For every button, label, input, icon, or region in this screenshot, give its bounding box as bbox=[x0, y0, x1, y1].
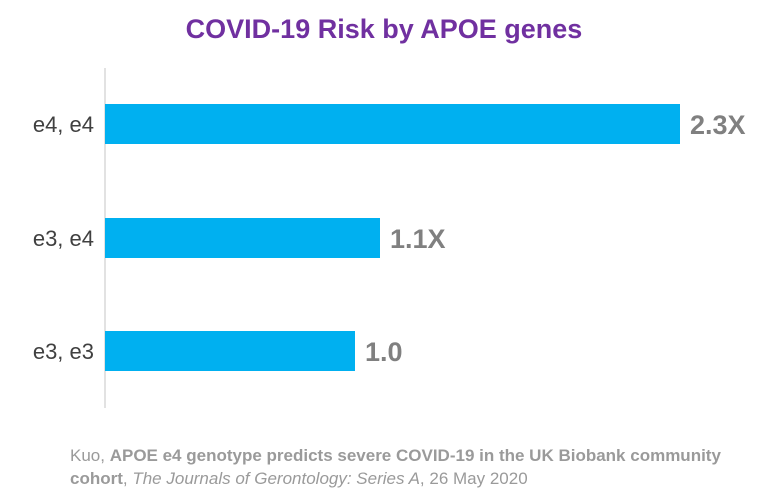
citation-separator: , bbox=[122, 469, 133, 488]
bar bbox=[105, 331, 355, 371]
citation-date: , 26 May 2020 bbox=[419, 469, 528, 488]
data-label: 2.3X bbox=[690, 110, 746, 140]
category-label: e3, e3 bbox=[33, 339, 94, 364]
category-label: e3, e4 bbox=[33, 226, 94, 251]
citation-article: APOE e4 genotype predicts severe COVID-1… bbox=[70, 446, 721, 488]
citation-author: Kuo, bbox=[70, 446, 110, 465]
citation-journal: The Journals of Gerontology: Series A bbox=[132, 469, 420, 488]
category-label: e4, e4 bbox=[33, 112, 94, 137]
data-label: 1.0 bbox=[365, 337, 403, 367]
bar bbox=[105, 104, 680, 144]
data-label: 1.1X bbox=[390, 224, 446, 254]
citation: Kuo, APOE e4 genotype predicts severe CO… bbox=[70, 444, 730, 490]
bar-chart: e4, e4 2.3X e3, e4 1.1X e3, e3 1.0 bbox=[33, 68, 746, 408]
bars-group: e4, e4 2.3X e3, e4 1.1X e3, e3 1.0 bbox=[33, 104, 746, 371]
chart-title: COVID-19 Risk by APOE genes bbox=[185, 14, 583, 44]
bar bbox=[105, 218, 380, 258]
